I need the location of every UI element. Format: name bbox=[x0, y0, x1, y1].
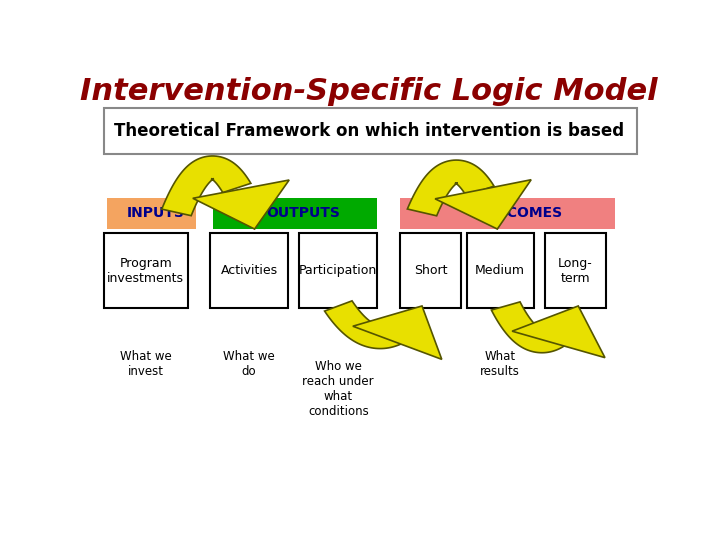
Polygon shape bbox=[325, 301, 414, 349]
Text: Participation: Participation bbox=[300, 264, 377, 277]
FancyBboxPatch shape bbox=[400, 233, 461, 308]
Text: What we
do: What we do bbox=[223, 350, 275, 378]
Text: Intervention-Specific Logic Model: Intervention-Specific Logic Model bbox=[80, 77, 658, 106]
FancyBboxPatch shape bbox=[467, 233, 534, 308]
Text: Activities: Activities bbox=[220, 264, 278, 277]
Polygon shape bbox=[408, 160, 494, 216]
Text: OUTPUTS: OUTPUTS bbox=[266, 206, 341, 220]
Text: INPUTS: INPUTS bbox=[127, 206, 185, 220]
FancyBboxPatch shape bbox=[400, 198, 615, 229]
Text: Theoretical Framework on which intervention is based: Theoretical Framework on which intervent… bbox=[114, 123, 624, 140]
FancyBboxPatch shape bbox=[545, 233, 606, 308]
Polygon shape bbox=[193, 180, 289, 229]
FancyBboxPatch shape bbox=[213, 198, 377, 229]
Polygon shape bbox=[491, 302, 575, 353]
FancyBboxPatch shape bbox=[104, 233, 188, 308]
FancyBboxPatch shape bbox=[210, 233, 288, 308]
Text: Who we
reach under
what
conditions: Who we reach under what conditions bbox=[302, 360, 374, 418]
Text: Program
investments: Program investments bbox=[107, 256, 184, 285]
Text: What
results: What results bbox=[480, 350, 520, 378]
Text: OUTCOMES: OUTCOMES bbox=[474, 206, 562, 220]
Text: Long-
term: Long- term bbox=[558, 256, 593, 285]
Polygon shape bbox=[353, 306, 442, 359]
Text: Medium: Medium bbox=[475, 264, 525, 277]
Polygon shape bbox=[435, 180, 531, 229]
Text: What we
invest: What we invest bbox=[120, 350, 171, 378]
FancyBboxPatch shape bbox=[107, 198, 196, 229]
Text: Short: Short bbox=[413, 264, 447, 277]
Polygon shape bbox=[512, 306, 605, 357]
Polygon shape bbox=[162, 156, 251, 215]
FancyBboxPatch shape bbox=[300, 233, 377, 308]
FancyBboxPatch shape bbox=[104, 109, 637, 154]
